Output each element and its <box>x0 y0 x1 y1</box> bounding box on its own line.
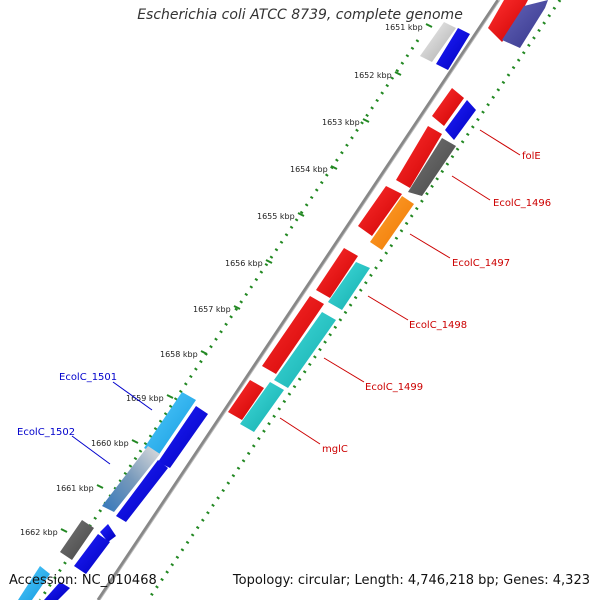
leader-line <box>451 175 491 201</box>
gene-arrow[interactable] <box>436 28 470 70</box>
kbp-tick-mark <box>131 439 139 444</box>
kbp-tick-mark <box>233 305 241 310</box>
gene-arrow[interactable] <box>228 380 264 420</box>
reverse-features <box>18 22 470 600</box>
gene-label-ecolc-1501[interactable]: EcolC_1501 <box>59 372 117 383</box>
kbp-tick-label: 1661 kbp <box>56 484 94 493</box>
gene-arrow[interactable] <box>502 0 548 48</box>
gene-arrow[interactable] <box>358 186 402 236</box>
kbp-tick-mark <box>330 165 338 170</box>
backbone-shadow <box>99 0 501 600</box>
leader-line <box>409 233 451 259</box>
kbp-tick-mark <box>425 23 433 28</box>
kbp-tick-mark <box>96 484 104 489</box>
gene-arrow[interactable] <box>316 248 358 298</box>
leader-line <box>323 357 365 383</box>
accession-text: Accession: NC_010468 <box>9 573 157 588</box>
gene-arrow[interactable] <box>262 296 324 374</box>
forward-features <box>228 0 548 432</box>
gene-arrow[interactable] <box>488 0 528 42</box>
kbp-tick-mark <box>166 394 174 399</box>
kbp-tick-mark <box>394 71 402 76</box>
gene-arrow[interactable] <box>328 262 370 310</box>
gene-arrow[interactable] <box>408 138 456 196</box>
kbp-tick-label: 1653 kbp <box>322 118 360 127</box>
gene-label-ecolc-1497[interactable]: EcolC_1497 <box>452 258 510 269</box>
kbp-tick-label: 1652 kbp <box>354 71 392 80</box>
leader-line <box>112 381 153 411</box>
gene-arrow[interactable] <box>60 520 94 560</box>
gene-label-group: folE EcolC_1496 EcolC_1497 EcolC_1498 Ec… <box>17 129 551 465</box>
leader-line <box>367 295 409 321</box>
kbp-tick-mark <box>200 350 208 355</box>
kbp-tick-label: 1655 kbp <box>257 212 295 221</box>
kbp-tick-group: 1651 kbp 1652 kbp 1653 kbp 1654 kbp 1655 kbp… <box>20 23 433 537</box>
kbp-tick-mark <box>297 212 305 217</box>
gene-label-ecolc-1499[interactable]: EcolC_1499 <box>365 382 423 393</box>
gene-arrow[interactable] <box>144 392 196 456</box>
kbp-tick-label: 1660 kbp <box>91 439 129 448</box>
gene-arrow[interactable] <box>44 582 70 600</box>
gene-label-ecolc-1496[interactable]: EcolC_1496 <box>493 198 551 209</box>
gene-arrow[interactable] <box>116 460 168 522</box>
kbp-tick-label: 1659 kbp <box>126 394 164 403</box>
gc-line-outer <box>146 0 562 600</box>
leader-line <box>71 435 111 465</box>
kbp-tick-mark <box>265 259 273 264</box>
gene-arrow[interactable] <box>432 88 464 126</box>
gene-label-folE[interactable]: folE <box>522 151 541 162</box>
backbone-line <box>96 0 500 600</box>
kbp-tick-label: 1654 kbp <box>290 165 328 174</box>
kbp-tick-mark <box>60 528 68 533</box>
gene-arrow[interactable] <box>102 446 160 512</box>
kbp-tick-label: 1657 kbp <box>193 305 231 314</box>
leader-line <box>279 417 321 445</box>
gene-label-ecolc-1498[interactable]: EcolC_1498 <box>409 320 467 331</box>
gene-arrow[interactable] <box>396 126 442 188</box>
gene-arrow[interactable] <box>74 534 110 574</box>
gene-arrow[interactable] <box>445 100 476 140</box>
gene-arrow[interactable] <box>18 566 50 600</box>
kbp-tick-mark <box>362 118 370 123</box>
gene-arrow[interactable] <box>100 524 116 542</box>
gc-line-inner <box>38 39 420 600</box>
gene-arrow[interactable] <box>240 382 284 432</box>
gene-arrow[interactable] <box>274 312 336 388</box>
topology-summary-text: Topology: circular; Length: 4,746,218 bp… <box>232 573 590 588</box>
gene-arrow[interactable] <box>158 406 208 468</box>
gene-label-ecolc-1502[interactable]: EcolC_1502 <box>17 427 75 438</box>
gene-arrow[interactable] <box>420 22 456 62</box>
leader-line <box>479 129 521 156</box>
gene-arrow[interactable] <box>370 196 414 250</box>
kbp-tick-label: 1656 kbp <box>225 259 263 268</box>
kbp-tick-label: 1658 kbp <box>160 350 198 359</box>
kbp-tick-label: 1651 kbp <box>385 23 423 32</box>
gene-label-mglC[interactable]: mglC <box>322 444 348 455</box>
kbp-tick-label: 1662 kbp <box>20 528 58 537</box>
genome-title: Escherichia coli ATCC 8739, complete gen… <box>137 7 463 23</box>
